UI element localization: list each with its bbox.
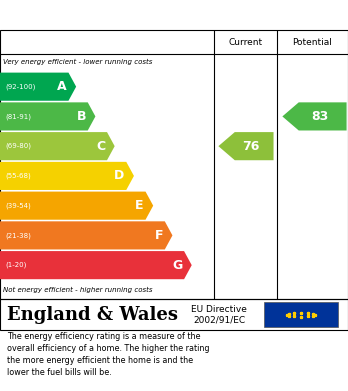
- Text: D: D: [114, 169, 125, 183]
- Polygon shape: [219, 132, 274, 160]
- Polygon shape: [0, 251, 192, 279]
- Text: G: G: [172, 258, 182, 272]
- Text: F: F: [155, 229, 163, 242]
- Text: C: C: [96, 140, 105, 152]
- Text: (55-68): (55-68): [5, 173, 31, 179]
- Polygon shape: [0, 132, 115, 160]
- Polygon shape: [282, 102, 347, 131]
- Text: The energy efficiency rating is a measure of the
overall efficiency of a home. T: The energy efficiency rating is a measur…: [7, 332, 209, 377]
- Text: A: A: [57, 80, 67, 93]
- Text: (21-38): (21-38): [5, 232, 31, 239]
- Text: (92-100): (92-100): [5, 83, 35, 90]
- Text: (69-80): (69-80): [5, 143, 31, 149]
- Polygon shape: [0, 192, 153, 220]
- Text: Energy Efficiency Rating: Energy Efficiency Rating: [10, 8, 202, 22]
- Text: Potential: Potential: [292, 38, 332, 47]
- Polygon shape: [0, 73, 76, 101]
- Text: (81-91): (81-91): [5, 113, 31, 120]
- Polygon shape: [0, 162, 134, 190]
- Text: Not energy efficient - higher running costs: Not energy efficient - higher running co…: [3, 287, 153, 293]
- Text: EU Directive
2002/91/EC: EU Directive 2002/91/EC: [191, 305, 247, 325]
- Text: (39-54): (39-54): [5, 203, 31, 209]
- Text: England & Wales: England & Wales: [7, 306, 178, 324]
- Text: 83: 83: [311, 110, 328, 123]
- Text: E: E: [135, 199, 144, 212]
- Text: B: B: [77, 110, 86, 123]
- Text: 76: 76: [242, 140, 260, 152]
- Bar: [264, 302, 338, 327]
- Text: (1-20): (1-20): [5, 262, 26, 268]
- Polygon shape: [0, 221, 173, 249]
- Text: Current: Current: [228, 38, 262, 47]
- Text: Very energy efficient - lower running costs: Very energy efficient - lower running co…: [3, 59, 153, 65]
- Polygon shape: [0, 102, 95, 131]
